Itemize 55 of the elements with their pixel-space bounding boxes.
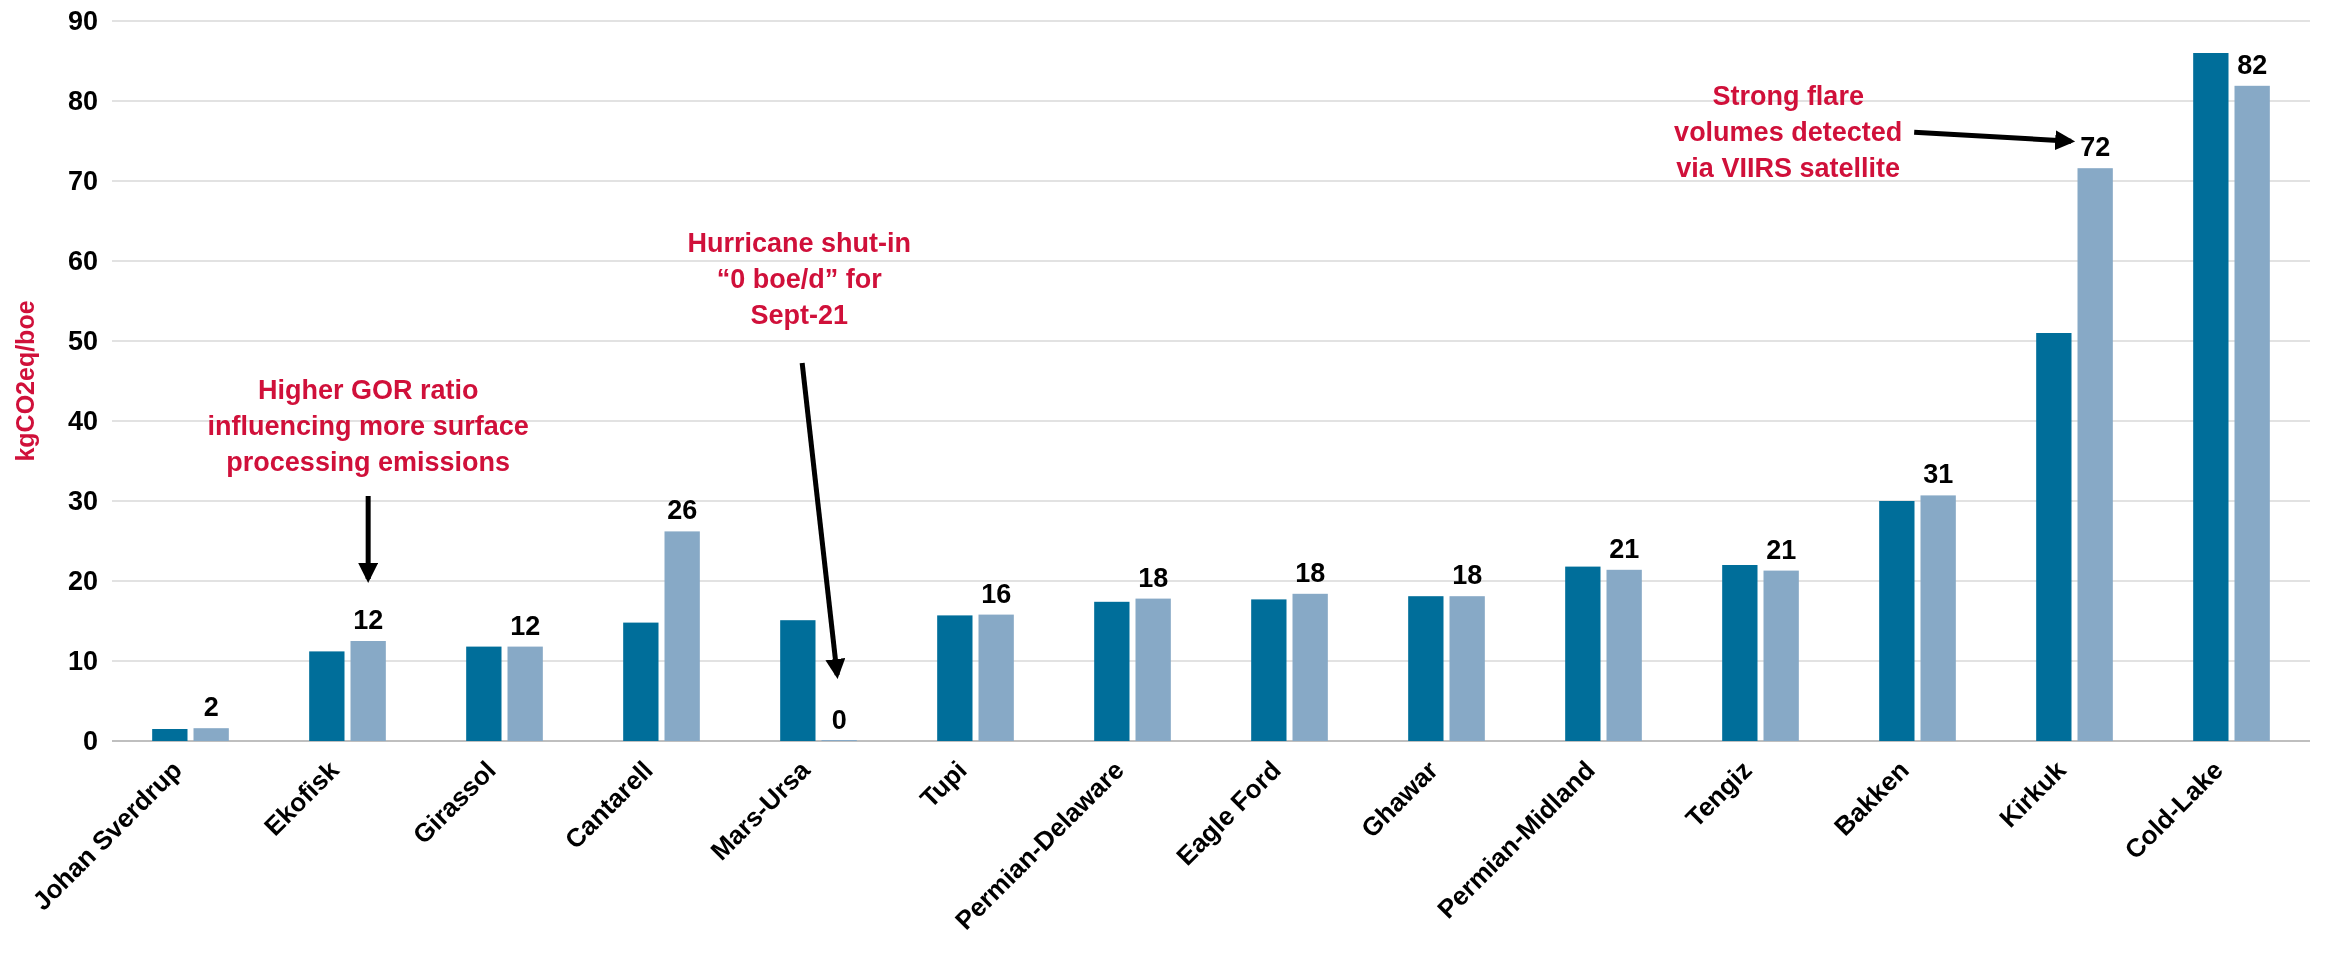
data-label: 12 bbox=[510, 610, 541, 641]
y-tick-label: 30 bbox=[67, 486, 98, 517]
bar bbox=[152, 729, 188, 741]
bar bbox=[1879, 501, 1915, 741]
bar bbox=[1408, 596, 1444, 741]
bar bbox=[1920, 495, 1956, 741]
data-label: 72 bbox=[2080, 132, 2111, 163]
bar bbox=[1763, 570, 1799, 741]
bar bbox=[2036, 333, 2072, 741]
data-label: 26 bbox=[667, 495, 698, 526]
bar bbox=[1606, 569, 1642, 741]
y-tick-label: 0 bbox=[82, 726, 98, 757]
bar bbox=[2193, 53, 2229, 741]
bar bbox=[1251, 599, 1287, 741]
data-label: 18 bbox=[1452, 560, 1483, 591]
data-label: 21 bbox=[1609, 533, 1640, 564]
data-label: 31 bbox=[1923, 459, 1954, 490]
bar bbox=[309, 651, 345, 741]
bar bbox=[2077, 168, 2113, 741]
y-tick-label: 40 bbox=[67, 406, 98, 437]
data-label: 18 bbox=[1295, 557, 1326, 588]
bar bbox=[1565, 566, 1601, 741]
annotation: Strong flare volumes detected via VIIRS satellite bbox=[1674, 81, 1903, 184]
y-tick-label: 90 bbox=[67, 6, 98, 37]
data-label: 21 bbox=[1766, 534, 1797, 565]
y-tick-label: 70 bbox=[67, 166, 98, 197]
annotation: Higher GOR ratio influencing more surface processing emissions bbox=[207, 375, 529, 477]
bar bbox=[780, 620, 816, 741]
data-label: 82 bbox=[2237, 49, 2268, 80]
data-label: 12 bbox=[353, 605, 384, 635]
y-tick-label: 20 bbox=[67, 566, 98, 597]
bar bbox=[507, 646, 543, 741]
data-label: 18 bbox=[1138, 562, 1169, 593]
bar bbox=[2234, 85, 2270, 741]
y-tick-label: 60 bbox=[67, 246, 98, 277]
bar bbox=[466, 646, 502, 741]
bar bbox=[937, 615, 973, 741]
bar bbox=[1449, 596, 1485, 741]
y-axis-title: kgCO2eq/boe bbox=[11, 300, 39, 462]
bar bbox=[350, 641, 386, 741]
data-label: 16 bbox=[981, 578, 1012, 609]
data-label: 0 bbox=[831, 705, 847, 735]
bar bbox=[193, 728, 229, 741]
bar bbox=[1722, 565, 1758, 741]
y-tick-label: 50 bbox=[67, 326, 98, 357]
y-tick-label: 80 bbox=[67, 86, 98, 117]
bar bbox=[1135, 598, 1171, 741]
data-label: 2 bbox=[203, 692, 219, 723]
annotation: Hurricane shut-in “0 boe/d” for Sept-21 bbox=[687, 228, 911, 330]
bar bbox=[1094, 601, 1130, 741]
bar bbox=[623, 622, 659, 741]
bar bbox=[978, 614, 1014, 741]
bar bbox=[664, 531, 700, 741]
y-tick-label: 10 bbox=[67, 646, 98, 677]
bar bbox=[1292, 593, 1328, 741]
